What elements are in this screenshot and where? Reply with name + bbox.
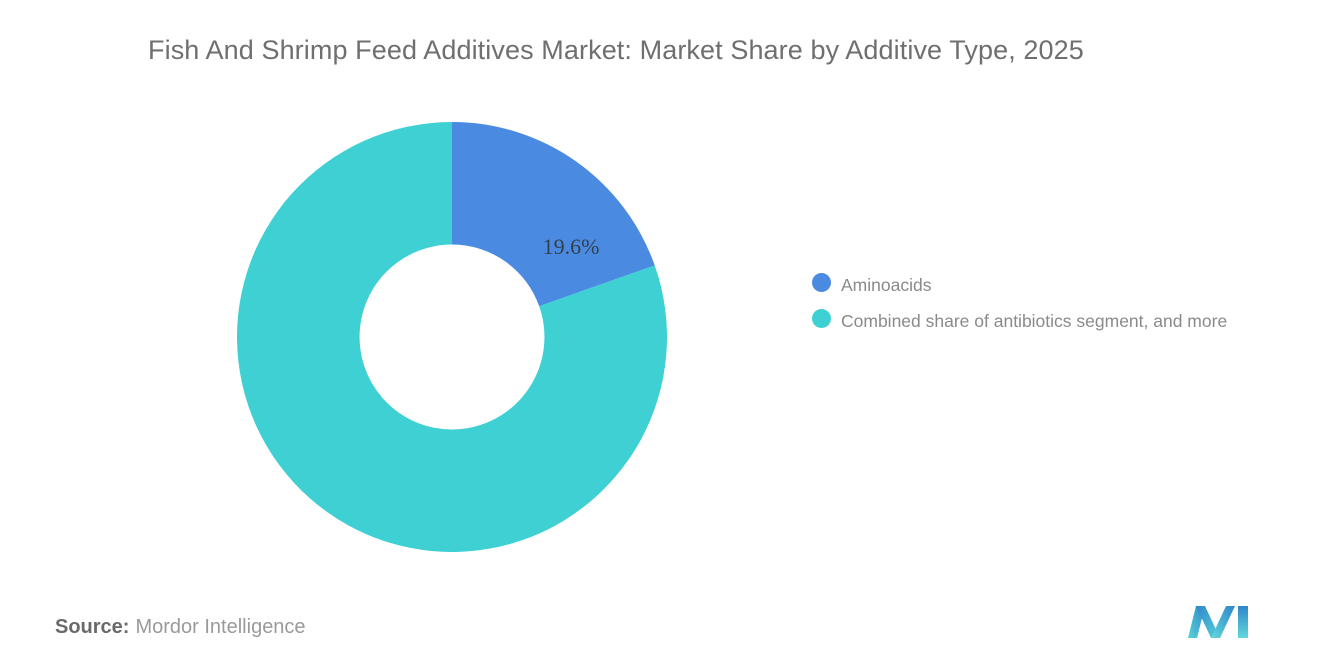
source-value: Mordor Intelligence [135, 616, 306, 638]
donut-slice-2[interactable] [237, 122, 667, 552]
donut-chart-svg [237, 122, 667, 552]
donut-slice-1[interactable] [452, 122, 655, 307]
legend-label-combined: Combined share of antibiotics segment, a… [841, 311, 1228, 331]
logo-svg [1188, 606, 1248, 638]
source-line: Source: Mordor Intelligence [55, 612, 306, 642]
chart-title: Fish And Shrimp Feed Additives Market: M… [148, 35, 1084, 65]
legend-item-aminoacids[interactable]: Aminoacids [812, 271, 1262, 299]
legend-swatch-icon-aminoacids [812, 273, 831, 292]
donut-slice-group [237, 122, 667, 552]
source-label: Source: [55, 616, 130, 638]
donut-chart [237, 122, 667, 552]
legend-item-combined[interactable]: Combined share of antibiotics segment, a… [812, 307, 1262, 335]
legend-label-aminoacids: Aminoacids [841, 275, 932, 295]
legend-swatch-icon-combined [812, 309, 831, 328]
mordor-intelligence-logo-icon [1186, 602, 1254, 640]
slice-data-label-aminoacids: 19.6% [542, 234, 600, 259]
chart-legend: Aminoacids Combined share of antibiotics… [812, 271, 1262, 343]
